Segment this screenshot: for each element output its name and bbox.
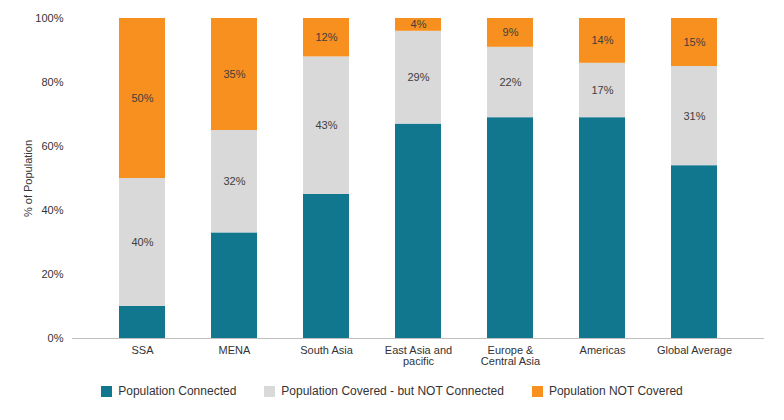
svg-text:Global Average: Global Average [657,344,732,356]
html-text:Population Connected: Population Connected [118,384,237,398]
svg-text:Europe &Central Asia: Europe &Central Asia [481,344,541,367]
html-text:Population NOT Covered: Population NOT Covered [548,384,683,398]
svg-text:43%: 43% [315,119,337,131]
svg-text:17%: 17% [591,84,613,96]
svg-text:29%: 29% [407,71,429,83]
svg-text:12%: 12% [315,31,337,43]
svg-text:80%: 80% [41,76,63,88]
svg-text:20%: 20% [41,268,63,280]
svg-text:22%: 22% [499,76,521,88]
svg-text:0%: 0% [48,332,64,344]
svg-text:60%: 60% [41,140,63,152]
svg-text:South Asia: South Asia [300,344,353,356]
svg-text:50%: 50% [131,92,153,104]
svg-text:Americas: Americas [580,344,626,356]
svg-text:MENA: MENA [219,344,251,356]
svg-text:9%: 9% [503,26,519,38]
html-text:Population Covered - but NOT C: Population Covered - but NOT Connected [281,384,504,398]
svg-text:40%: 40% [41,204,63,216]
svg-text:100%: 100% [35,12,63,24]
svg-text:35%: 35% [223,68,245,80]
svg-text:SSA: SSA [131,344,154,356]
svg-text:4%: 4% [411,18,427,30]
svg-text:40%: 40% [131,236,153,248]
svg-text:15%: 15% [683,36,705,48]
svg-text:East Asia andpacific: East Asia andpacific [385,344,452,367]
svg-text:31%: 31% [683,110,705,122]
svg-text:% of Population: % of Population [22,140,34,217]
svg-text:32%: 32% [223,175,245,187]
svg-text:14%: 14% [591,34,613,46]
